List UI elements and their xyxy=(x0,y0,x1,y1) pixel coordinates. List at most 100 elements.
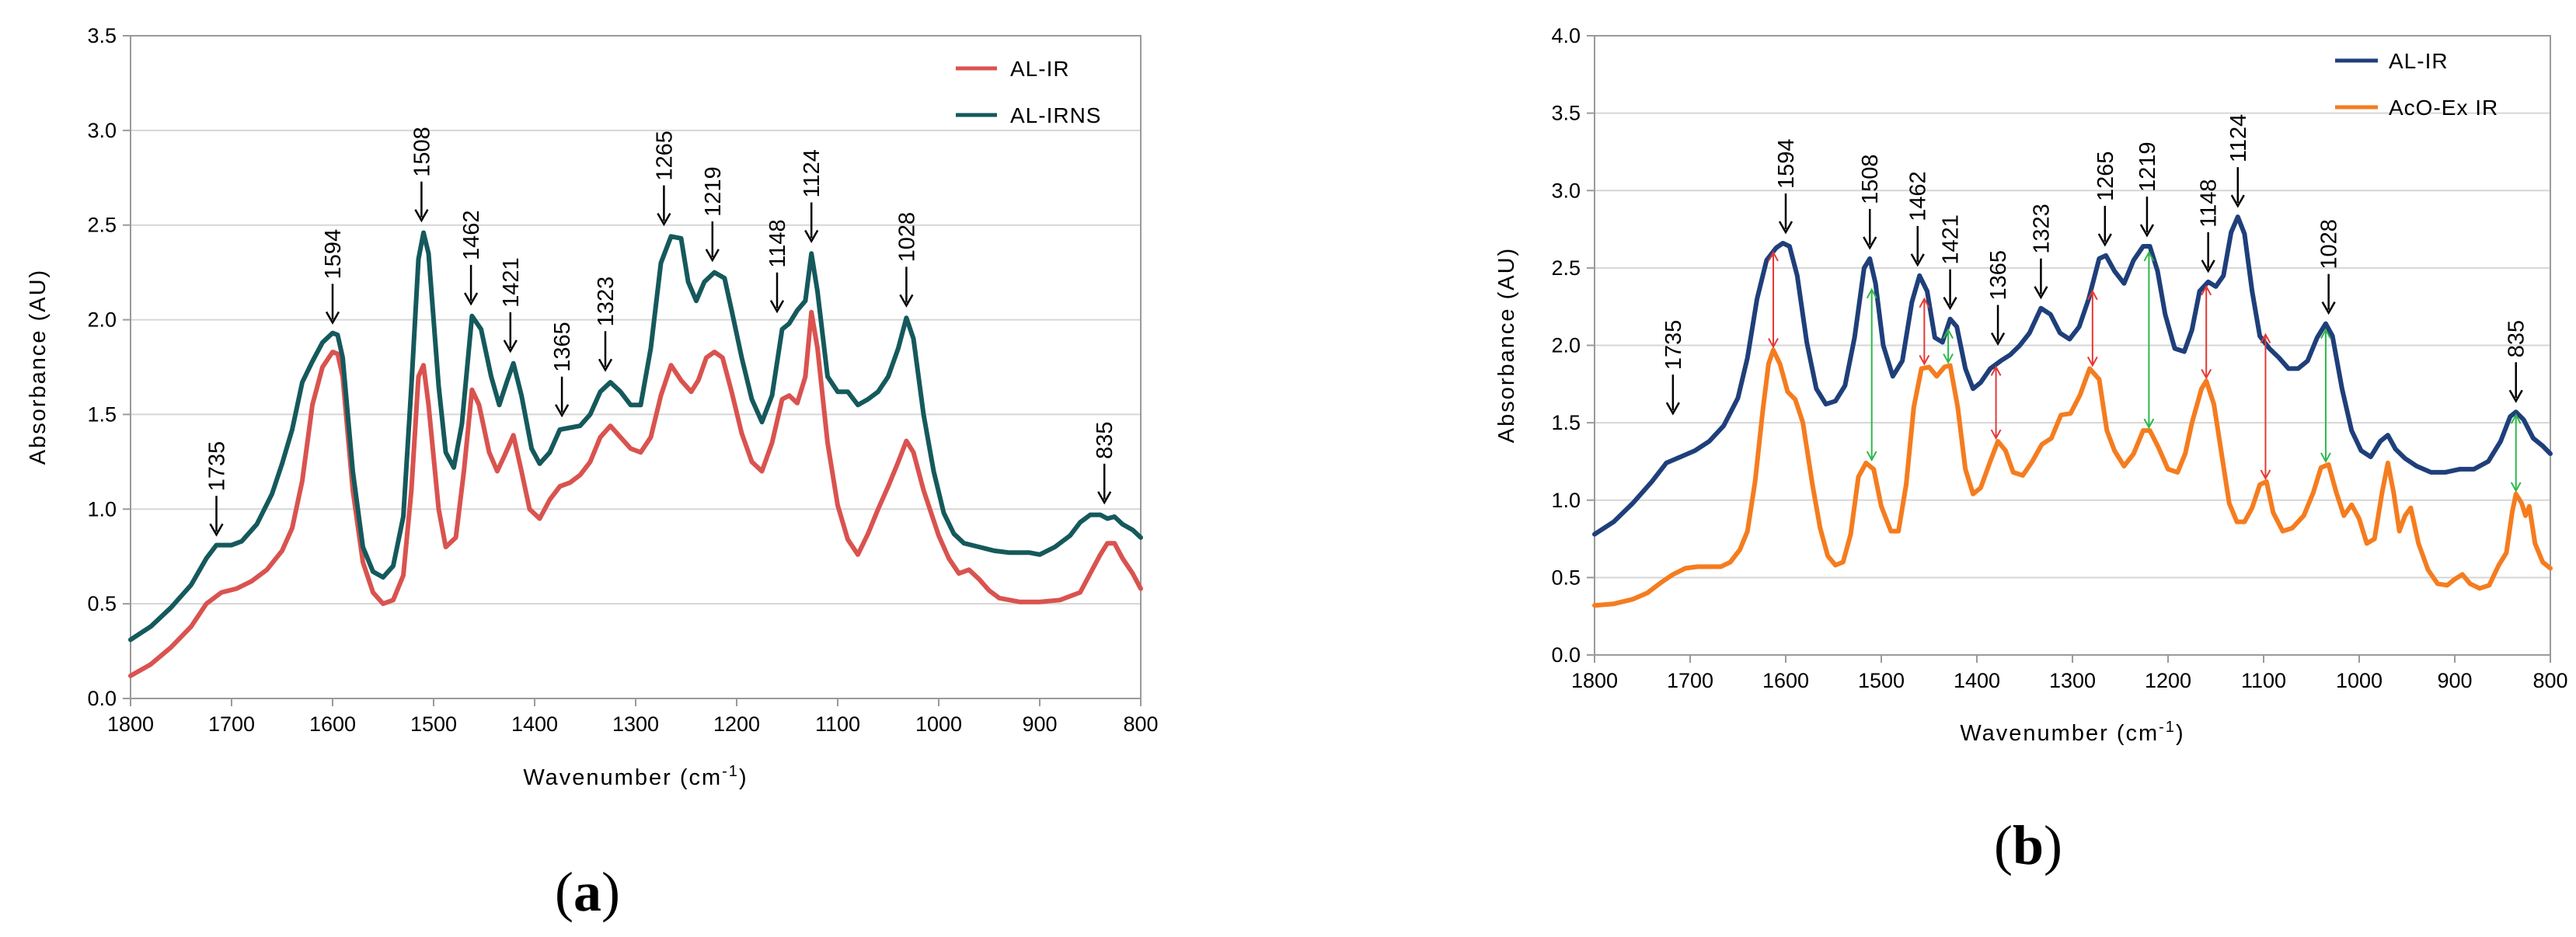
panel-b-difference-arrow xyxy=(2320,328,2331,464)
panel-b-legend-label-al-ir: AL-IR xyxy=(2389,49,2449,73)
panel-a-x-axis-label: Wavenumber (cm-1) xyxy=(523,763,748,790)
panel-b: 0.0 0.5 1.0 1.5 2.0 2.5 3.0 3.5 4.0 1800 1700 1600… xyxy=(1494,24,2568,876)
panel-b-x-tick-label: 1600 xyxy=(1762,669,1809,692)
peak-label: 1508 xyxy=(1858,154,1883,204)
peak-label: 1323 xyxy=(2029,204,2054,254)
panel-b-legend-label-aco-ex-ir: AcO-Ex IR xyxy=(2389,96,2498,120)
panel-b-x-tick-label: 1500 xyxy=(1858,669,1905,692)
panel-b-series xyxy=(1592,214,2553,608)
peak-arrow-head xyxy=(2034,286,2048,300)
peak-arrow-head xyxy=(598,358,613,372)
difference-arrow-head-bottom xyxy=(2510,482,2522,493)
peak-arrow-head xyxy=(325,311,340,325)
peak-label: 1365 xyxy=(1986,250,2011,301)
panel-b-peak-annotation: 1265 xyxy=(2093,151,2118,247)
difference-arrow-head-top xyxy=(1768,250,1779,262)
panel-a-y-tick-label: 1.0 xyxy=(87,497,117,521)
difference-arrow-head-bottom xyxy=(2086,356,2098,367)
panel-b-y-tick-label: 3.0 xyxy=(1551,179,1581,202)
panel-a-peak-annotation: 1735 xyxy=(205,441,230,537)
difference-arrow-head-bottom xyxy=(1990,429,2002,441)
peak-label: 1219 xyxy=(701,166,726,217)
panel-a-y-ticks: 0.0 0.5 1.0 1.5 2.0 2.5 3.0 3.5 xyxy=(87,24,131,710)
difference-arrow-head-top xyxy=(2320,328,2331,340)
panel-a: 0.0 0.5 1.0 1.5 2.0 2.5 3.0 3.5 1800 1700 1600 150… xyxy=(26,24,1159,923)
panel-b-label: (b) xyxy=(1994,814,2062,876)
peak-label: 1462 xyxy=(459,210,484,260)
panel-a-x-tick-label: 1400 xyxy=(511,712,558,736)
panel-a-series-line-al-irns xyxy=(128,230,1143,643)
panel-a-y-tick-label: 2.0 xyxy=(87,308,117,332)
panel-a-y-tick-label: 3.5 xyxy=(87,24,117,47)
panel-b-x-tick-label: 1200 xyxy=(2145,669,2191,692)
panel-b-y-ticks: 0.0 0.5 1.0 1.5 2.0 2.5 3.0 3.5 4.0 xyxy=(1551,24,1595,667)
panel-a-peak-annotation: 835 xyxy=(1093,421,1117,505)
panel-b-difference-arrow xyxy=(1768,250,1779,349)
panel-b-legend: AL-IR AcO-Ex IR xyxy=(2335,49,2498,120)
panel-b-x-tick-label: 1100 xyxy=(2241,669,2286,692)
panel-a-peak-annotation: 1323 xyxy=(594,277,619,372)
panel-b-y-tick-label: 1.0 xyxy=(1551,489,1581,512)
panel-b-y-tick-label: 1.5 xyxy=(1551,411,1581,434)
peak-label: 1508 xyxy=(410,127,434,177)
panel-b-y-tick-label: 2.5 xyxy=(1551,256,1581,280)
panel-a-legend: AL-IR AL-IRNS xyxy=(956,57,1101,127)
panel-a-legend-label-al-ir: AL-IR xyxy=(1010,57,1070,81)
peak-arrow-head xyxy=(769,300,785,314)
panel-a-annotations: 1735 1594 1508 1462 1421 1365 1323 1265 1219 1148… xyxy=(205,127,1117,537)
peak-label: 1323 xyxy=(594,277,619,327)
peak-arrow-head xyxy=(464,292,479,306)
panel-b-difference-arrows xyxy=(1768,250,2522,493)
panel-b-peak-annotation: 1028 xyxy=(2317,219,2342,315)
peak-arrow-head xyxy=(1943,297,1957,311)
panel-a-peak-annotation: 1148 xyxy=(765,219,790,314)
peak-label: 835 xyxy=(2505,320,2529,357)
panel-a-peak-annotation: 1028 xyxy=(894,212,919,308)
panel-b-x-tick-label: 800 xyxy=(2532,669,2567,692)
panel-a-y-tick-label: 2.5 xyxy=(87,214,117,237)
difference-arrow-head-top xyxy=(1919,297,1930,308)
panel-a-peak-annotation: 1594 xyxy=(321,229,346,325)
panel-a-x-tick-label: 1000 xyxy=(915,712,962,736)
panel-b-series-line-aco-ex-ir xyxy=(1592,347,2553,608)
peak-arrow-head xyxy=(414,209,429,223)
panel-a-label: (a) xyxy=(555,861,620,923)
panel-a-series-line-al-ir xyxy=(128,309,1143,678)
panel-b-difference-arrow xyxy=(2260,333,2271,480)
panel-b-x-tick-label: 1300 xyxy=(2049,669,2096,692)
panel-a-x-tick-label: 800 xyxy=(1123,712,1158,736)
difference-arrow-head-top xyxy=(1866,287,1877,299)
panel-b-gridlines xyxy=(1595,112,2550,579)
difference-arrow-head-top xyxy=(2143,250,2155,262)
peak-label: 1365 xyxy=(550,322,575,372)
panel-b-peak-annotation: 1421 xyxy=(1939,214,1964,311)
peak-label: 1594 xyxy=(1774,139,1799,190)
panel-b-peak-annotation: 835 xyxy=(2505,320,2529,403)
panel-a-x-tick-label: 1700 xyxy=(208,712,255,736)
peak-label: 835 xyxy=(1093,421,1117,458)
panel-a-peak-annotation: 1124 xyxy=(800,149,824,244)
panel-b-annotations: 1735 1594 1508 1462 1421 1365 1323 1265 1219 1148… xyxy=(1661,114,2529,416)
panel-b-peak-annotation: 1462 xyxy=(1906,171,1931,267)
panel-b-y-tick-label: 2.0 xyxy=(1551,334,1581,357)
difference-arrow-head-top xyxy=(2201,284,2212,296)
panel-a-x-tick-label: 1600 xyxy=(309,712,356,736)
panel-b-peak-annotation: 1219 xyxy=(2135,141,2160,238)
difference-arrow-head-bottom xyxy=(1919,354,1930,366)
difference-arrow-head-bottom xyxy=(2143,418,2155,430)
panel-b-y-tick-label: 0.0 xyxy=(1551,643,1581,667)
panel-a-legend-label-al-irns: AL-IRNS xyxy=(1010,103,1101,127)
peak-arrow-head xyxy=(1910,253,1925,267)
panel-a-peak-annotation: 1365 xyxy=(550,322,575,418)
panel-a-x-ticks: 1800 1700 1600 1500 1400 1300 1200 1100 1000 900 8… xyxy=(107,698,1159,736)
peak-arrow-head xyxy=(2201,260,2215,273)
difference-arrow-head-bottom xyxy=(1943,353,1954,364)
peak-arrow-head xyxy=(899,294,914,308)
panel-a-x-tick-label: 1200 xyxy=(713,712,760,736)
panel-b-peak-annotation: 1508 xyxy=(1858,154,1883,250)
peak-label: 1124 xyxy=(800,149,824,197)
peak-arrow-head xyxy=(209,523,224,537)
panel-b-difference-arrow xyxy=(1866,287,1877,462)
panel-b-y-tick-label: 3.5 xyxy=(1551,102,1581,125)
panel-a-x-tick-label: 1300 xyxy=(612,712,659,736)
